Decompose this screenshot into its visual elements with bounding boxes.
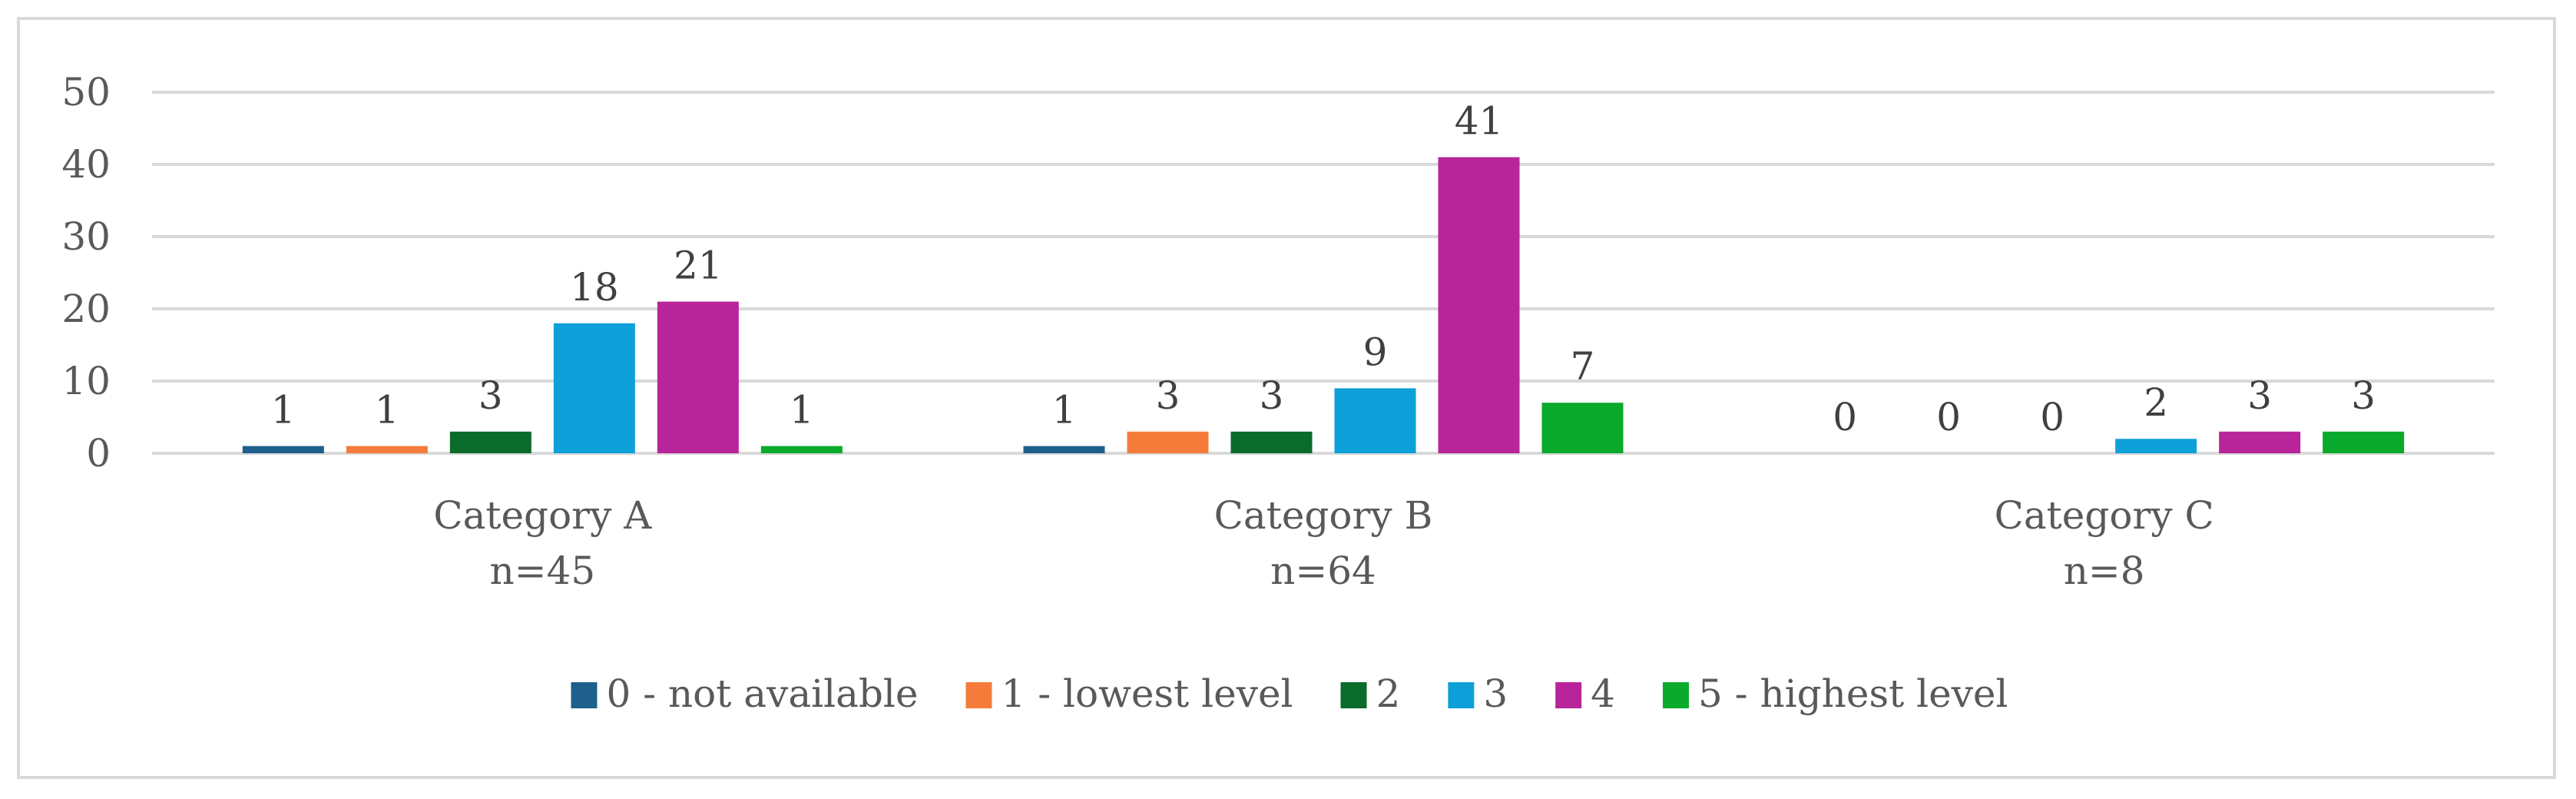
data-label: 3 (478, 373, 503, 418)
data-label: 41 (1455, 99, 1504, 144)
bars (242, 157, 2405, 453)
legend-item: 2 (1340, 671, 1401, 716)
legend-label: 1 - lowest level (1002, 671, 1293, 716)
chart-frame: 0 10 20 30 40 50 1 1 3 18 21 1 1 3 3 9 41 7 0 0 0 2 3 3 Catego… (17, 17, 2556, 779)
legend-swatch (1340, 682, 1367, 708)
data-label: 2 (2144, 380, 2168, 425)
legend-swatch (1555, 682, 1582, 708)
data-label: 1 (375, 388, 399, 433)
data-label: 3 (1260, 373, 1284, 418)
category-label: Category B (1214, 493, 1433, 538)
bar-2-6 (1541, 403, 1624, 453)
data-label: 18 (570, 265, 619, 310)
category-label: Category A (433, 493, 652, 538)
bar-3-5 (2219, 431, 2301, 453)
legend-swatch (1662, 682, 1689, 708)
data-label: 0 (1833, 395, 1857, 439)
legend-label: 0 - not available (606, 671, 918, 716)
y-tick-label: 10 (61, 359, 111, 403)
bar-2-3 (1230, 431, 1313, 453)
category-n-label: n=8 (2064, 549, 2145, 593)
bar-2-5 (1438, 157, 1520, 453)
data-label: 21 (674, 244, 723, 288)
legend-swatch (1448, 682, 1475, 708)
legend-label: 3 (1483, 671, 1508, 716)
y-tick-label: 50 (61, 70, 111, 114)
data-label: 1 (271, 388, 296, 433)
category-label: Category C (1995, 493, 2214, 538)
bar-1-3 (449, 431, 531, 453)
legend-label: 2 (1376, 671, 1401, 716)
data-label: 3 (2247, 373, 2272, 418)
y-tick-label: 40 (61, 142, 111, 187)
category-n-label: n=45 (489, 549, 595, 593)
bar-1-5 (657, 301, 739, 453)
bar-1-4 (553, 323, 635, 453)
data-label: 3 (1156, 373, 1180, 418)
legend-item: 3 (1448, 671, 1508, 716)
bar-3-6 (2323, 431, 2405, 453)
data-label: 1 (790, 388, 814, 433)
data-label: 9 (1363, 330, 1388, 374)
bar-2-2 (1127, 431, 1209, 453)
data-label: 0 (2040, 395, 2064, 439)
bar-2-1 (1023, 446, 1105, 453)
legend-swatch (571, 682, 598, 708)
data-labels: 1 1 3 18 21 1 1 3 3 9 41 7 0 0 0 2 3 3 (271, 99, 2376, 439)
category-n-label: n=64 (1270, 549, 1376, 593)
data-label: 3 (2351, 373, 2376, 418)
y-tick-label: 0 (86, 431, 111, 476)
gridlines (152, 91, 2495, 455)
legend-swatch (965, 682, 992, 708)
data-label: 0 (1936, 395, 1961, 439)
legend-item: 0 - not available (571, 671, 919, 716)
bar-1-2 (346, 446, 428, 453)
legend: 0 - not available 1 - lowest level 2 3 4 5 - … (571, 671, 2008, 716)
bar-3-4 (2115, 439, 2197, 453)
x-axis-categories: Category A n=45 Category B n=64 Category C n=… (433, 493, 2213, 593)
bar-1-1 (242, 446, 324, 453)
legend-label: 5 - highest level (1698, 671, 2008, 716)
bar-chart: 0 10 20 30 40 50 1 1 3 18 21 1 1 3 3 9 41 7 0 0 0 2 3 3 Catego… (61, 70, 2495, 716)
y-tick-label: 30 (61, 214, 111, 259)
data-label: 7 (1571, 344, 1595, 389)
bar-2-4 (1334, 388, 1416, 453)
legend-item: 4 (1555, 671, 1615, 716)
legend-item: 1 - lowest level (965, 671, 1293, 716)
y-tick-label: 20 (61, 287, 111, 331)
data-label: 1 (1052, 388, 1077, 433)
legend-item: 5 - highest level (1662, 671, 2008, 716)
legend-label: 4 (1591, 671, 1615, 716)
bar-1-6 (760, 446, 843, 453)
y-axis-ticks: 0 10 20 30 40 50 (61, 70, 111, 476)
